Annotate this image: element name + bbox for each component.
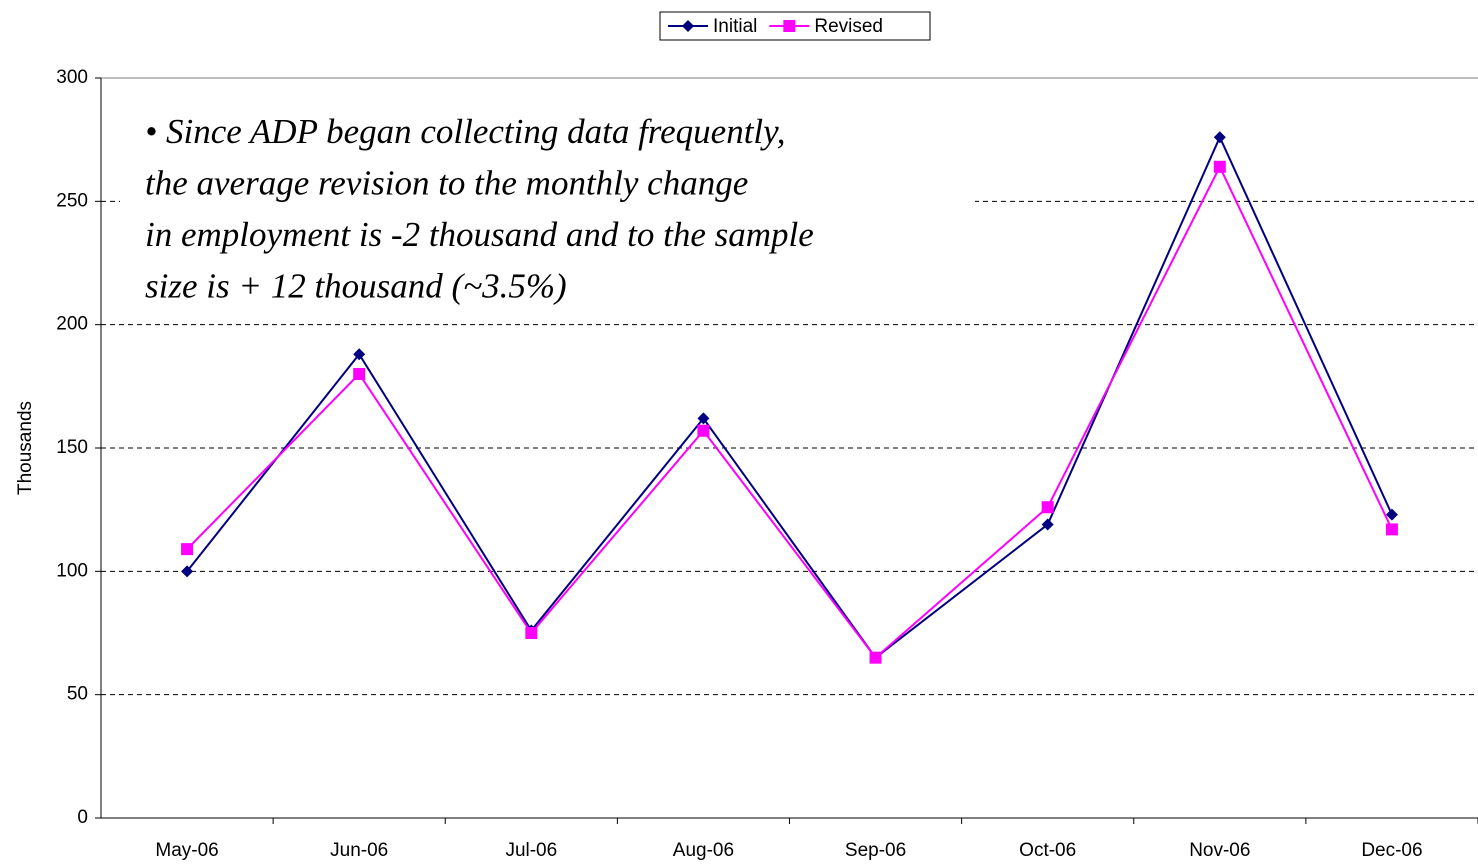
x-tick-label: Jul-06 <box>505 840 557 861</box>
marker <box>1041 501 1054 514</box>
y-tick-label: 0 <box>77 807 88 828</box>
legend-label: Revised <box>814 16 883 37</box>
series-line <box>186 164 1393 660</box>
marker <box>181 565 194 578</box>
marker <box>697 424 710 437</box>
legend-marker <box>682 20 694 32</box>
series-line <box>186 134 1393 660</box>
y-axis-label: Thousands <box>15 401 36 495</box>
y-tick-label: 150 <box>56 437 88 458</box>
x-tick-label: May-06 <box>155 840 218 861</box>
x-tick-label: Oct-06 <box>1019 840 1076 861</box>
y-tick-label: 100 <box>56 560 88 581</box>
y-tick-label: 50 <box>67 684 88 705</box>
annotation: • Since ADP began collecting data freque… <box>145 112 786 151</box>
y-tick-label: 300 <box>56 67 88 88</box>
x-tick-label: Dec-06 <box>1361 840 1422 861</box>
x-tick-label: Aug-06 <box>673 840 734 861</box>
annotation-background <box>120 105 975 310</box>
x-tick-label: Jun-06 <box>330 840 388 861</box>
marker <box>353 368 366 380</box>
marker <box>697 412 710 425</box>
marker <box>525 627 538 639</box>
annotation: the average revision to the monthly chan… <box>145 164 748 203</box>
y-tick-label: 250 <box>56 190 88 211</box>
x-tick-label: Nov-06 <box>1189 840 1250 861</box>
marker <box>181 543 194 556</box>
marker <box>1385 523 1398 536</box>
marker <box>1385 508 1398 521</box>
annotation: in employment is -2 thousand and to the … <box>145 215 814 254</box>
marker <box>869 651 882 664</box>
legend-label: Initial <box>713 16 757 37</box>
legend-marker <box>783 20 796 32</box>
legend: Initial Revised <box>659 11 931 41</box>
x-tick-label: Sep-06 <box>845 840 906 861</box>
annotation: size is + 12 thousand (~3.5%) <box>145 267 567 306</box>
marker <box>353 348 366 361</box>
marker <box>1041 518 1054 531</box>
marker <box>1213 160 1226 173</box>
marker <box>1213 131 1226 144</box>
y-tick-label: 200 <box>56 314 88 335</box>
